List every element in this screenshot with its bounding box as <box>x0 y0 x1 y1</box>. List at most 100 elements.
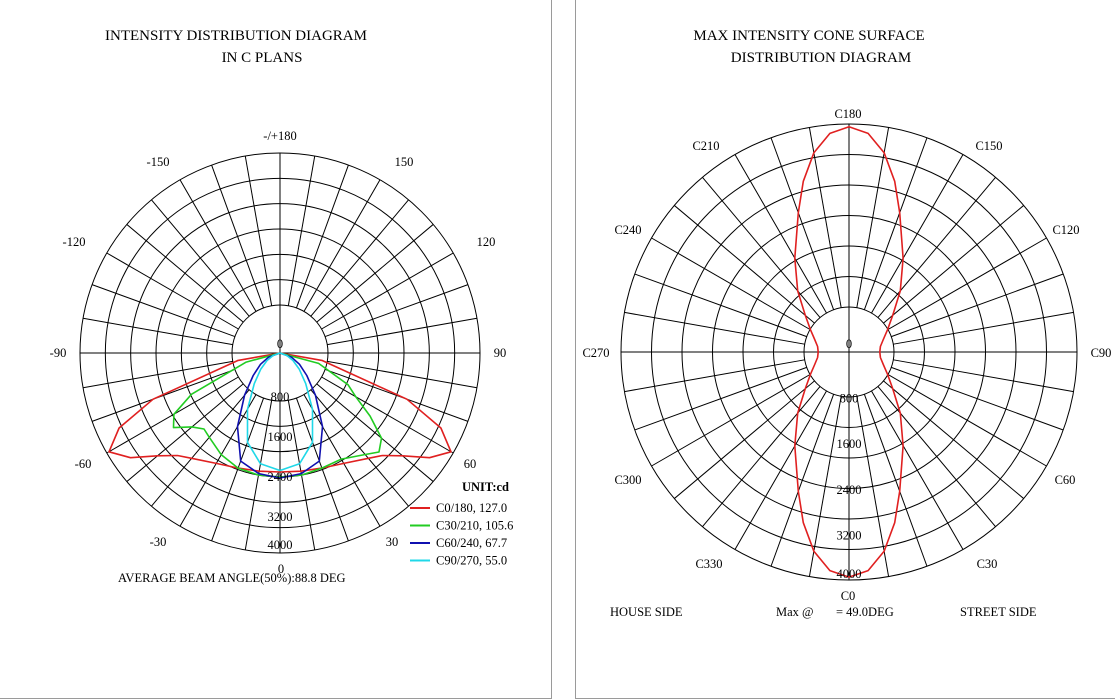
grid-spoke <box>734 390 827 550</box>
chart-title-line1: INTENSITY DISTRIBUTION DIAGRAM <box>105 28 367 44</box>
grid-spoke <box>893 311 1074 345</box>
grid-spoke <box>871 390 964 550</box>
radial-tick-label: 1600 <box>837 437 862 451</box>
angle-tick-label: -120 <box>63 235 86 249</box>
grid-spoke <box>151 389 250 507</box>
angle-tick-label: -30 <box>150 535 167 549</box>
max-value: = 49.0DEG <box>836 605 894 619</box>
chart-title-line2: IN C PLANS <box>222 50 303 66</box>
grid-spoke <box>634 273 807 338</box>
grid-spoke <box>770 394 835 567</box>
grid-spoke <box>303 179 381 312</box>
intensity-distribution-chart: INTENSITY DISTRIBUTION DIAGRAM IN C PLAN… <box>50 28 514 585</box>
angle-tick-label: C240 <box>614 223 641 237</box>
grid-spoke <box>624 311 805 345</box>
grid-spoke <box>887 374 1047 467</box>
grid-spoke <box>877 177 996 318</box>
grid-spoke <box>634 366 807 431</box>
grid-spoke <box>106 376 239 454</box>
grid-spoke <box>126 383 244 482</box>
radial-tick-label: 800 <box>271 390 290 404</box>
grid-spoke <box>295 164 349 309</box>
angle-tick-label: 120 <box>477 235 496 249</box>
grid-spoke <box>316 383 434 482</box>
grid-spoke <box>674 380 815 499</box>
grid-spoke <box>151 199 250 317</box>
grid-spoke <box>327 317 478 346</box>
max-label: Max @ <box>776 605 814 619</box>
grid-spoke <box>887 237 1047 330</box>
angle-tick-label: 30 <box>386 535 399 549</box>
radial-tick-label: 2400 <box>268 470 293 484</box>
legend-label: C60/240, 67.7 <box>436 536 507 550</box>
angle-tick-label: C30 <box>977 557 998 571</box>
grid-spoke <box>770 137 835 310</box>
series-curve-3 <box>236 352 324 479</box>
grid-spoke <box>211 164 265 309</box>
unit-label: UNIT:cd <box>462 480 509 494</box>
grid-spoke <box>295 397 349 542</box>
grid-spoke <box>702 177 821 318</box>
grid-spoke <box>702 386 821 527</box>
grid-spoke <box>91 284 236 338</box>
angle-tick-label: 60 <box>464 457 477 471</box>
radial-tick-label: 4000 <box>837 567 862 581</box>
grid-spoke <box>808 396 842 577</box>
series-curve-2 <box>172 352 383 478</box>
grid-spoke <box>321 252 454 330</box>
angle-tick-label: C180 <box>834 107 861 121</box>
grid-spoke <box>324 368 469 422</box>
grid-spoke <box>856 396 890 577</box>
angle-tick-label: -60 <box>75 457 92 471</box>
grid-spoke <box>106 252 239 330</box>
chart-title-line1: MAX INTENSITY CONE SURFACE <box>693 28 924 44</box>
right-chart-panel: MAX INTENSITY CONE SURFACE DISTRIBUTION … <box>575 0 1115 699</box>
chart-title-line2: DISTRIBUTION DIAGRAM <box>731 50 911 66</box>
max-intensity-cone-chart: MAX INTENSITY CONE SURFACE DISTRIBUTION … <box>582 28 1112 619</box>
angle-tick-label: C150 <box>975 139 1002 153</box>
grid-spoke <box>82 360 233 389</box>
grid-spoke <box>82 317 233 346</box>
angle-tick-label: 0 <box>278 562 284 576</box>
grid-spoke <box>734 154 827 314</box>
series-curve-4 <box>246 352 314 472</box>
grid-spoke <box>91 368 236 422</box>
angle-tick-label: -150 <box>147 155 170 169</box>
grid-spoke <box>891 273 1064 338</box>
radial-tick-label: 3200 <box>268 510 293 524</box>
radial-tick-label: 0 <box>277 337 283 351</box>
angle-tick-label: C270 <box>582 346 609 360</box>
angle-tick-label: C0 <box>841 589 856 603</box>
radial-tick-label: 1600 <box>268 430 293 444</box>
grid-spoke <box>808 127 842 308</box>
grid-spoke <box>624 359 805 393</box>
angle-tick-label: -90 <box>50 346 67 360</box>
grid-spoke <box>863 394 928 567</box>
grid-spoke <box>651 374 811 467</box>
grid-spoke <box>327 360 478 389</box>
grid-spoke <box>863 137 928 310</box>
legend-label: C0/180, 127.0 <box>436 501 507 515</box>
beam-angle-footer: AVERAGE BEAM ANGLE(50%):88.8 DEG <box>118 571 346 585</box>
angle-tick-label: C90 <box>1091 346 1112 360</box>
radial-tick-label: 3200 <box>837 528 862 542</box>
radial-tick-label: 0 <box>846 337 852 351</box>
grid-spoke <box>303 394 381 527</box>
grid-spoke <box>674 205 815 324</box>
grid-spoke <box>856 127 890 308</box>
grid-spoke <box>179 179 257 312</box>
angle-tick-label: C210 <box>692 139 719 153</box>
angle-tick-label: C300 <box>614 473 641 487</box>
radial-tick-label: 2400 <box>837 483 862 497</box>
angle-tick-label: -/+180 <box>263 129 296 143</box>
angle-tick-label: C60 <box>1055 473 1076 487</box>
cone-distribution-curve <box>794 126 904 578</box>
angle-tick-label: C330 <box>695 557 722 571</box>
angle-tick-label: 150 <box>395 155 414 169</box>
grid-spoke <box>871 154 964 314</box>
radial-tick-label: 4000 <box>268 538 293 552</box>
grid-spoke <box>893 359 1074 393</box>
grid-spoke <box>877 386 996 527</box>
grid-spoke <box>883 205 1024 324</box>
grid-spoke <box>287 155 316 306</box>
